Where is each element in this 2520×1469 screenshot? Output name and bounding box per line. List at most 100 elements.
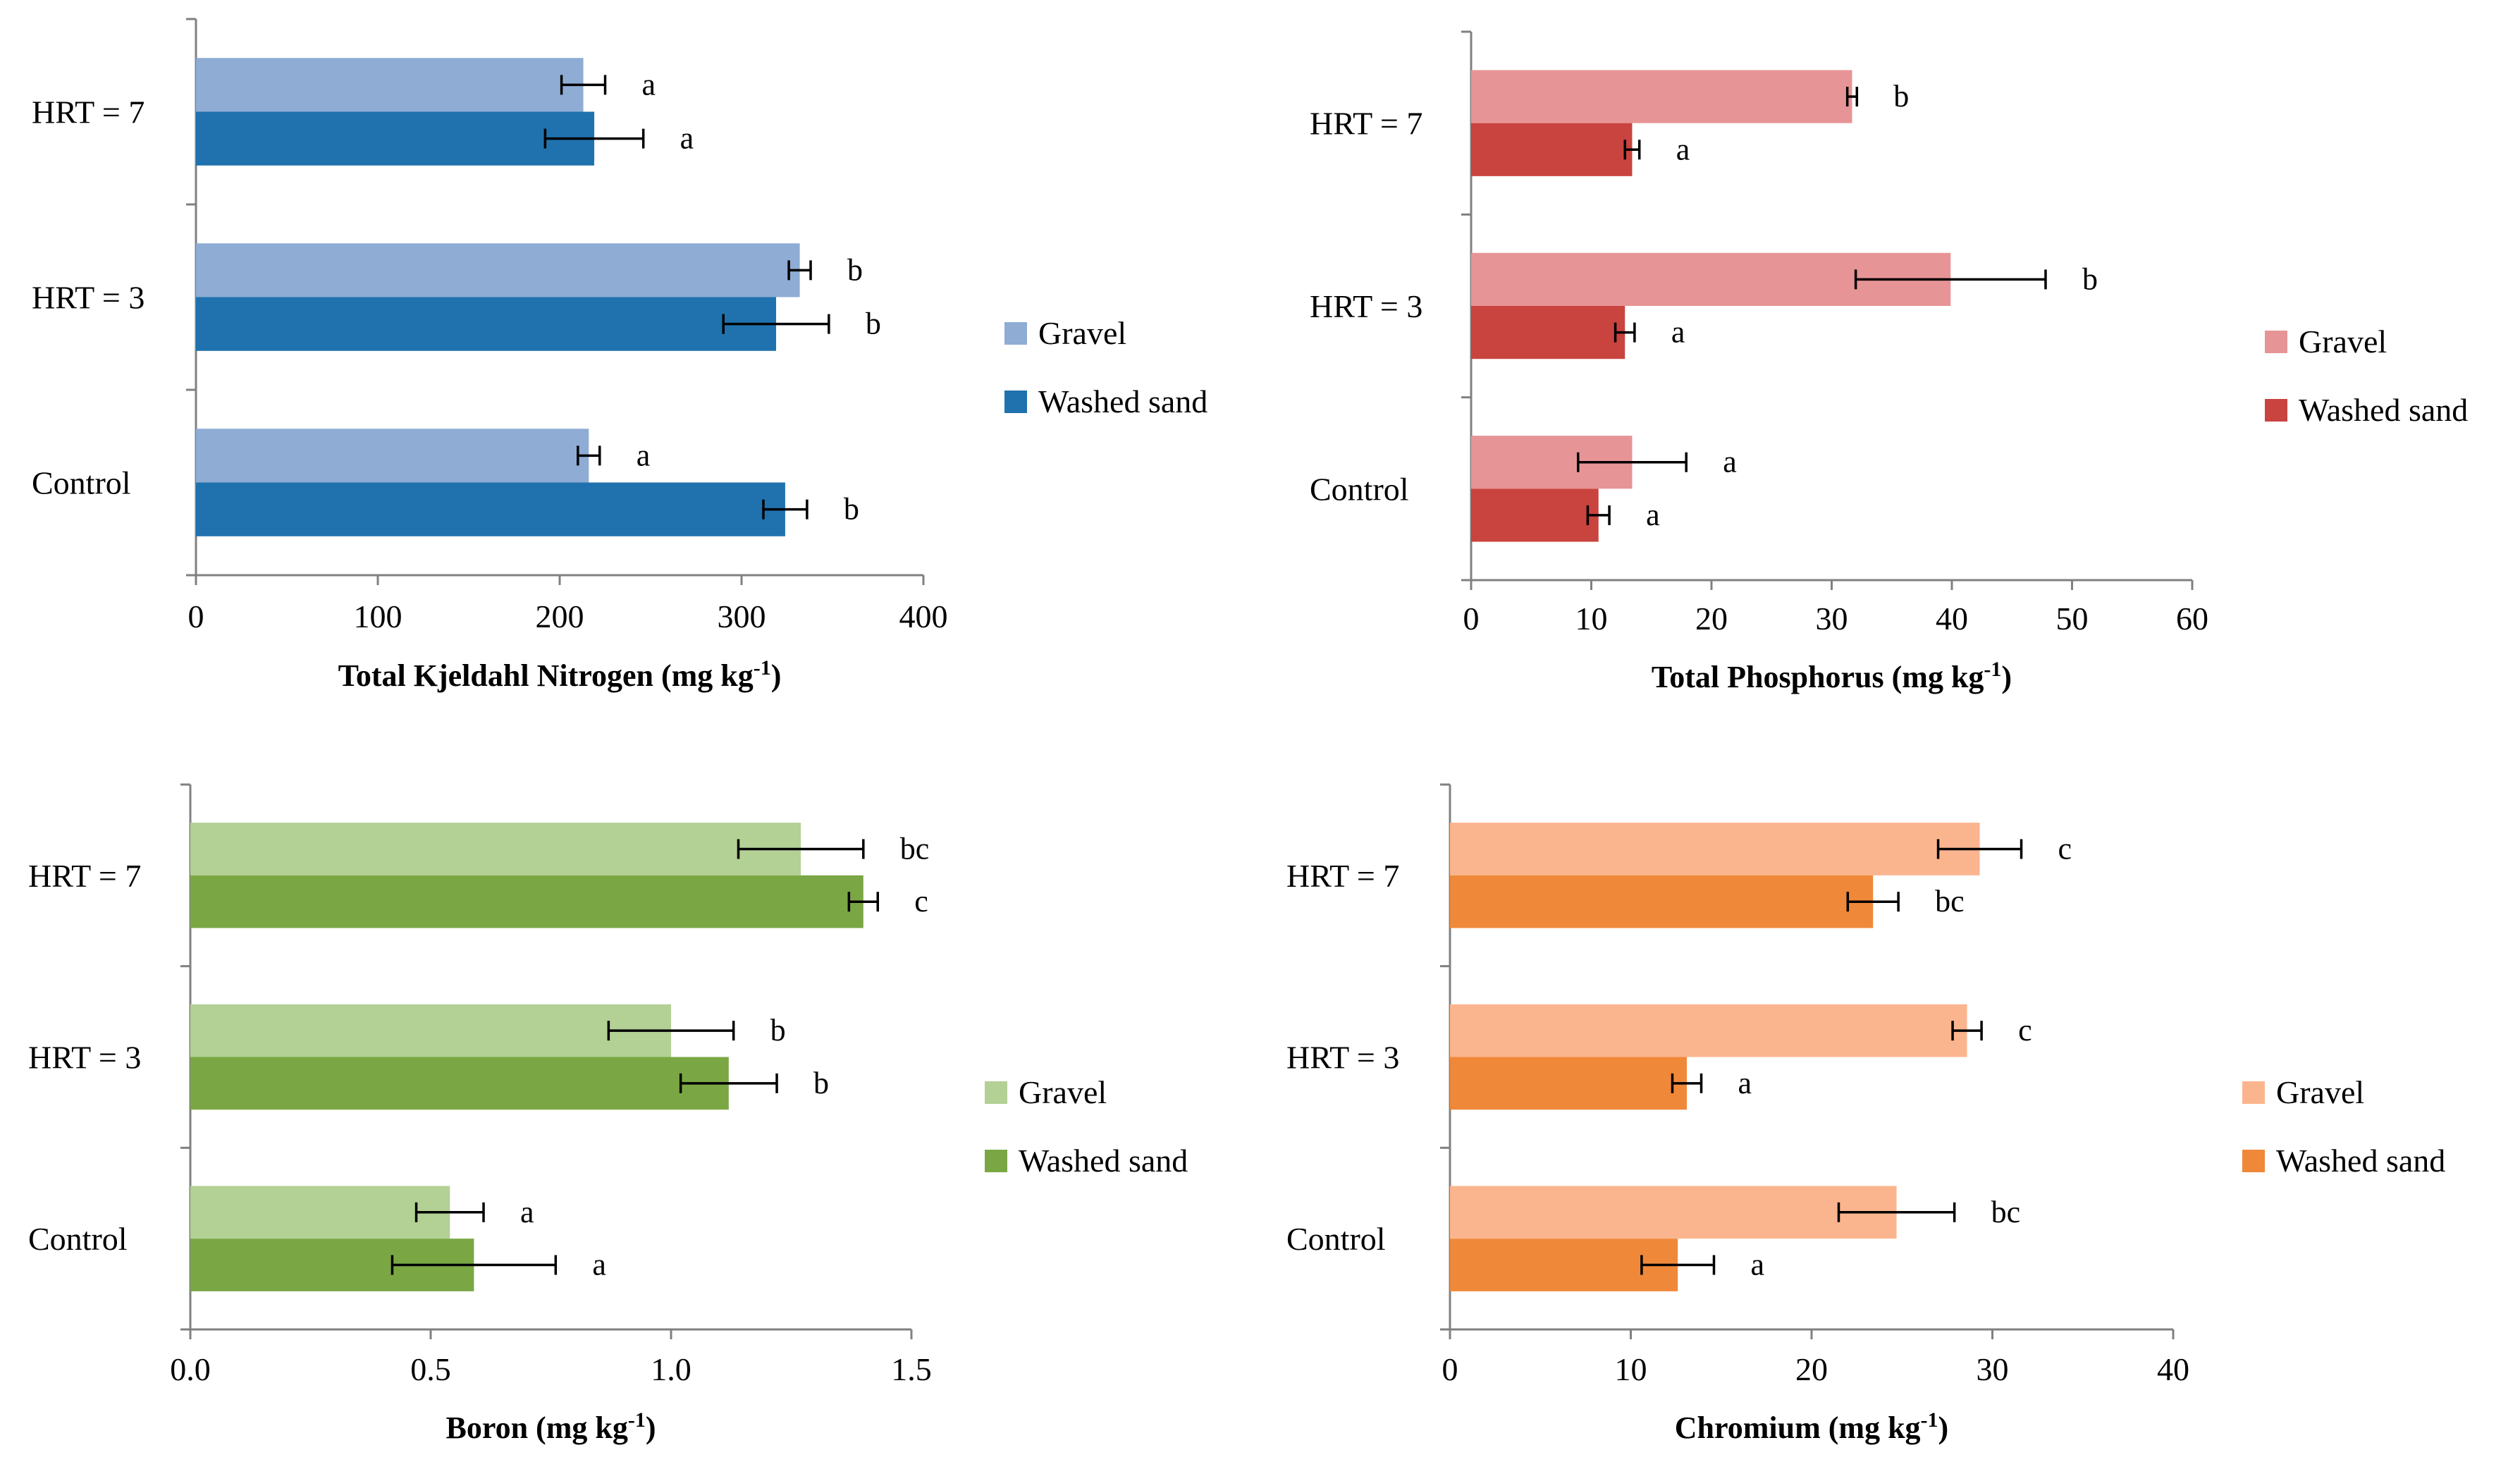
x-tick-label: 400 <box>899 598 948 634</box>
significance-label: bc <box>1935 884 1965 918</box>
category-label: HRT = 7 <box>28 858 141 894</box>
significance-label: b <box>847 252 863 287</box>
legend-swatch <box>1004 322 1027 345</box>
x-tick-label: 20 <box>1795 1351 1828 1387</box>
significance-label: c <box>2018 1013 2032 1047</box>
x-tick-label: 0.0 <box>170 1351 211 1387</box>
significance-label: a <box>1671 315 1685 350</box>
bar-washed-sand <box>1450 1057 1688 1110</box>
category-label: Control <box>1310 471 1409 507</box>
significance-label: bc <box>900 831 930 866</box>
x-tick-label: 100 <box>354 598 402 634</box>
bar-gravel <box>1450 1004 1967 1057</box>
bar-gravel <box>196 429 589 483</box>
bar-washed-sand <box>190 875 863 928</box>
x-tick-label: 1.0 <box>651 1351 692 1387</box>
significance-label: b <box>866 307 881 341</box>
legend-label: Gravel <box>1038 315 1126 351</box>
x-tick-label: 30 <box>1816 601 1848 637</box>
category-label: Control <box>32 465 131 501</box>
significance-label: a <box>642 67 656 102</box>
bar-washed-sand <box>196 482 785 536</box>
significance-label: a <box>1676 132 1690 166</box>
significance-label: a <box>1646 498 1660 532</box>
bar-washed-sand <box>1450 1238 1678 1291</box>
category-label: Control <box>1286 1221 1386 1257</box>
category-label: HRT = 3 <box>28 1040 141 1076</box>
x-axis-title: Total Kjeldahl Nitrogen (mg kg-1) <box>338 656 782 694</box>
x-axis-title: Boron (mg kg-1) <box>446 1408 656 1446</box>
category-label: HRT = 3 <box>1310 288 1422 324</box>
category-label: Control <box>28 1221 128 1257</box>
x-tick-label: 30 <box>1977 1351 2009 1387</box>
significance-label: a <box>1750 1248 1764 1282</box>
significance-label: bc <box>1991 1195 2021 1229</box>
x-tick-label: 10 <box>1575 601 1608 637</box>
significance-label: b <box>2082 262 2098 296</box>
bar-washed-sand <box>190 1057 729 1110</box>
x-tick-label: 0 <box>1463 601 1480 637</box>
chart-panel-2: 0 10 20 30 40 50 60 HRT = 7 HRT = 3 Control b a b a a a… <box>1310 30 2468 695</box>
significance-label: a <box>680 121 694 156</box>
legend-swatch <box>1004 391 1027 413</box>
significance-label: a <box>1738 1066 1752 1100</box>
bar-washed-sand <box>1471 306 1625 359</box>
x-tick-label: 40 <box>1936 601 1968 637</box>
significance-label: b <box>813 1066 829 1100</box>
bar-gravel <box>1450 823 1980 875</box>
legend-swatch <box>2242 1081 2265 1104</box>
legend-swatch <box>985 1150 1007 1172</box>
bar-gravel <box>1471 70 1852 123</box>
category-label: HRT = 7 <box>32 94 145 130</box>
bar-gravel <box>196 58 584 112</box>
x-axis-title: Total Phosphorus (mg kg-1) <box>1652 658 2012 695</box>
x-axis-title: Chromium (mg kg-1) <box>1675 1408 1948 1446</box>
significance-label: b <box>844 492 859 527</box>
legend-swatch <box>2265 331 2287 353</box>
chart-panel-3: 0.0 0.5 1.0 1.5 HRT = 7 HRT = 3 Control bc c bb a a… <box>28 783 1188 1446</box>
bar-washed-sand <box>1471 488 1599 542</box>
bar-washed-sand <box>196 111 595 166</box>
legend-label: Washed sand <box>1019 1143 1188 1179</box>
category-label: HRT = 7 <box>1310 106 1422 142</box>
legend-label: Gravel <box>2276 1074 2364 1110</box>
legend-label: Gravel <box>1019 1074 1107 1110</box>
bar-gravel <box>190 1004 671 1057</box>
legend-label: Gravel <box>2299 324 2387 359</box>
x-tick-label: 0 <box>188 598 204 634</box>
x-tick-label: 200 <box>536 598 584 634</box>
significance-label: a <box>637 438 651 472</box>
significance-label: b <box>770 1013 786 1047</box>
bar-gravel <box>1450 1186 1897 1239</box>
bar-gravel <box>196 243 800 297</box>
bar-gravel <box>190 823 801 875</box>
legend-swatch <box>2265 399 2287 422</box>
x-tick-label: 20 <box>1695 601 1728 637</box>
x-tick-label: 300 <box>718 598 766 634</box>
category-label: HRT = 7 <box>1286 858 1399 894</box>
x-tick-label: 10 <box>1615 1351 1647 1387</box>
x-tick-label: 1.5 <box>891 1351 932 1387</box>
bar-washed-sand <box>1450 875 1874 928</box>
legend-swatch <box>985 1081 1007 1104</box>
x-tick-label: 40 <box>2157 1351 2189 1387</box>
legend-label: Washed sand <box>2276 1143 2445 1179</box>
legend-label: Washed sand <box>1038 383 1207 419</box>
significance-label: c <box>2058 831 2072 866</box>
category-label: HRT = 3 <box>1286 1040 1399 1076</box>
significance-label: b <box>1893 79 1909 113</box>
significance-label: a <box>1723 445 1737 479</box>
x-tick-label: 0.5 <box>410 1351 451 1387</box>
legend-label: Washed sand <box>2299 392 2468 428</box>
x-tick-label: 60 <box>2176 601 2208 637</box>
significance-label: a <box>592 1248 606 1282</box>
category-label: HRT = 3 <box>32 280 145 316</box>
bar-washed-sand <box>1471 123 1633 176</box>
chart-panel-4: 0 10 20 30 40 HRT = 7 HRT = 3 Control c bc c a bc a Gr… <box>1286 783 2445 1446</box>
significance-label: a <box>520 1195 534 1229</box>
bar-washed-sand <box>196 297 777 351</box>
significance-label: c <box>914 884 928 918</box>
x-tick-label: 50 <box>2056 601 2089 637</box>
